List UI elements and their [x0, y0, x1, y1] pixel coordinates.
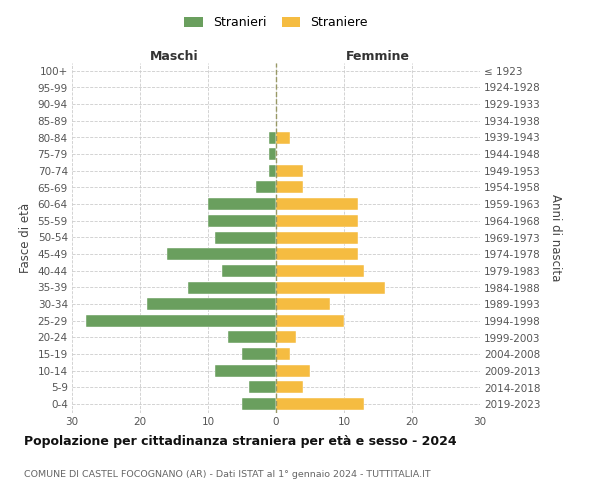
Bar: [276, 165, 303, 177]
Bar: [276, 265, 364, 277]
Bar: [208, 215, 276, 227]
Bar: [276, 232, 358, 243]
Text: Femmine: Femmine: [346, 50, 410, 62]
Bar: [276, 182, 303, 194]
Bar: [269, 165, 276, 177]
Bar: [276, 332, 296, 344]
Text: Popolazione per cittadinanza straniera per età e sesso - 2024: Popolazione per cittadinanza straniera p…: [24, 435, 457, 448]
Bar: [249, 382, 276, 394]
Bar: [242, 398, 276, 410]
Bar: [276, 298, 331, 310]
Bar: [276, 398, 364, 410]
Legend: Stranieri, Straniere: Stranieri, Straniere: [181, 12, 371, 33]
Bar: [276, 348, 290, 360]
Bar: [221, 265, 276, 277]
Bar: [215, 232, 276, 243]
Bar: [147, 298, 276, 310]
Bar: [215, 365, 276, 377]
Bar: [276, 198, 358, 210]
Bar: [256, 182, 276, 194]
Bar: [167, 248, 276, 260]
Bar: [208, 198, 276, 210]
Bar: [276, 132, 290, 143]
Bar: [269, 132, 276, 143]
Bar: [276, 365, 310, 377]
Y-axis label: Anni di nascita: Anni di nascita: [549, 194, 562, 281]
Bar: [276, 215, 358, 227]
Bar: [276, 282, 385, 294]
Bar: [188, 282, 276, 294]
Text: Maschi: Maschi: [149, 50, 199, 62]
Bar: [242, 348, 276, 360]
Text: COMUNE DI CASTEL FOCOGNANO (AR) - Dati ISTAT al 1° gennaio 2024 - TUTTITALIA.IT: COMUNE DI CASTEL FOCOGNANO (AR) - Dati I…: [24, 470, 431, 479]
Bar: [269, 148, 276, 160]
Bar: [276, 382, 303, 394]
Bar: [86, 315, 276, 327]
Bar: [229, 332, 276, 344]
Y-axis label: Fasce di età: Fasce di età: [19, 202, 32, 272]
Bar: [276, 315, 344, 327]
Bar: [276, 248, 358, 260]
